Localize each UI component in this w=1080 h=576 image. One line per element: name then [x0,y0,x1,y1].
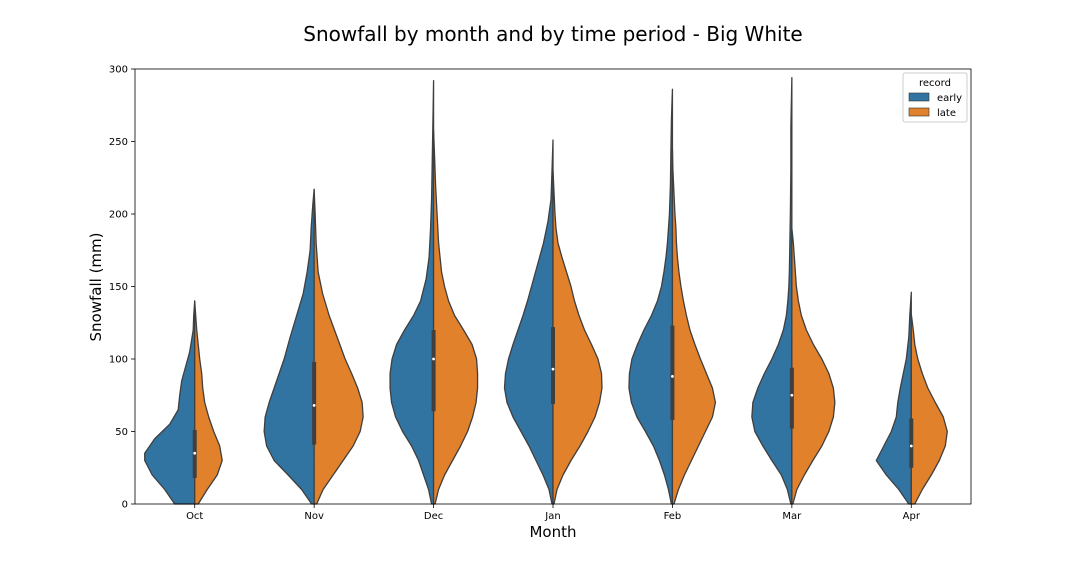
x-tick-label-feb: Feb [664,511,682,522]
box-iqr-apr [909,418,914,468]
median-point-mar [790,393,794,397]
box-iqr-feb [670,325,675,420]
box-iqr-nov [312,361,317,445]
y-tick-label-100: 100 [109,355,128,366]
x-tick-label-dec: Dec [424,511,443,522]
x-axis: Oct Nov Dec Jan Feb Mar Apr [186,504,921,522]
median-point-jan [551,367,555,371]
x-tick-label-oct: Oct [186,511,203,522]
y-tick-label-250: 250 [109,137,128,148]
legend-label-early: early [937,93,962,104]
x-axis-label: Month [529,523,576,541]
violin-group [144,77,948,505]
legend-title: record [919,78,951,89]
violin-half-early-feb [628,88,674,505]
violin-half-early-dec [389,79,435,505]
x-tick-label-apr: Apr [903,511,921,522]
y-tick-label-150: 150 [109,282,128,293]
legend-label-late: late [937,108,956,119]
y-tick-label-300: 300 [109,65,128,76]
violin-half-late-mar [791,227,836,505]
violin-half-early-mar [751,77,793,505]
y-tick-label-200: 200 [109,210,128,221]
violin-half-late-apr [910,313,948,505]
violin-half-early-nov [263,188,315,505]
violin-half-late-oct [194,300,223,505]
y-tick-label-50: 50 [115,427,128,438]
median-point-feb [671,375,674,378]
violin-half-late-nov [313,188,364,505]
violin-half-early-apr [875,291,912,505]
legend-swatch-early [908,92,930,102]
violin-half-late-feb [671,148,717,505]
median-point-oct [193,451,197,455]
y-tick-label-0: 0 [122,500,128,511]
x-tick-label-nov: Nov [304,511,324,522]
box-iqr-dec [431,330,436,412]
median-point-apr [909,444,913,448]
y-axis: 0 50 100 150 200 250 300 [109,65,135,511]
chart-title: Snowfall by month and by time period - B… [303,22,802,46]
violin-half-late-jan [552,169,603,505]
violin-half-early-oct [144,300,196,505]
violin-half-early-jan [503,139,554,505]
x-tick-label-mar: Mar [782,511,802,522]
median-point-dec [432,357,435,361]
y-axis-label: Snowfall (mm) [87,233,105,342]
box-group [192,325,914,478]
legend: record early late [902,72,968,123]
median-point-nov [312,404,316,407]
box-iqr-jan [551,327,555,404]
violin-half-late-dec [432,129,479,505]
legend-swatch-late [908,107,930,117]
box-iqr-mar [789,367,794,429]
x-tick-label-jan: Jan [544,511,560,522]
